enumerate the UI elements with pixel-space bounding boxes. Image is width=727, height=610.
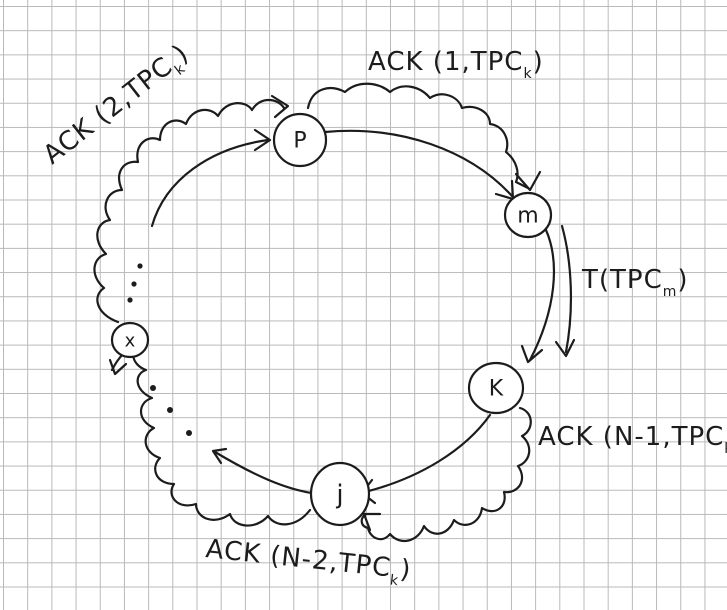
edge-left-p: [150, 138, 270, 228]
edge-j-left: [213, 450, 320, 496]
token-arrow: [560, 224, 573, 354]
label-ack-1: ACK (1,TPCk): [368, 47, 544, 82]
ack-2-arrowhead: [270, 94, 290, 119]
label-ack-n2: ACK (N-2,TPCk): [204, 534, 413, 590]
edge-j-left-arrowhead: [211, 447, 228, 465]
label-ack-2: ACK (2,TPCk): [38, 39, 198, 175]
edge-p-m: [323, 129, 514, 198]
ack-n2-arrowhead: [108, 358, 128, 376]
label-ack-n1: ACK (N-1,TPCk): [538, 422, 727, 457]
node-p: P: [272, 112, 328, 168]
node-x: x: [110, 321, 150, 359]
token-arrowhead: [554, 338, 576, 358]
ellipsis-dot: [167, 407, 173, 413]
node-j: j: [309, 461, 371, 527]
ack-2-wavy-arrow: [93, 98, 286, 324]
ellipsis-dot: [131, 281, 137, 287]
ack-n2-wavy-arrow: [110, 342, 312, 527]
ellipsis-dot: [150, 385, 156, 391]
edge-left-p-arrowhead: [253, 128, 272, 152]
edge-m-k: [528, 228, 555, 362]
node-m-label: m: [517, 204, 538, 229]
node-k: K: [467, 361, 525, 415]
node-j-label: j: [335, 480, 343, 510]
ellipsis-dot: [137, 263, 143, 269]
label-token: T(TPCm): [581, 265, 689, 300]
edge-m-k-arrowhead: [520, 344, 544, 364]
edge-k-j: [363, 413, 492, 494]
ellipsis-dot: [127, 297, 133, 303]
ack-1-arrowhead: [514, 170, 542, 192]
node-p-label: P: [293, 129, 306, 154]
ack-n1-arrowhead: [362, 512, 382, 532]
node-m: m: [503, 191, 553, 239]
ack-n1-wavy-arrow: [360, 406, 532, 543]
node-k-label: K: [489, 377, 504, 402]
node-x-label: x: [125, 331, 136, 352]
ellipsis-dot: [186, 430, 192, 436]
ack-1-wavy-arrow: [306, 82, 530, 190]
